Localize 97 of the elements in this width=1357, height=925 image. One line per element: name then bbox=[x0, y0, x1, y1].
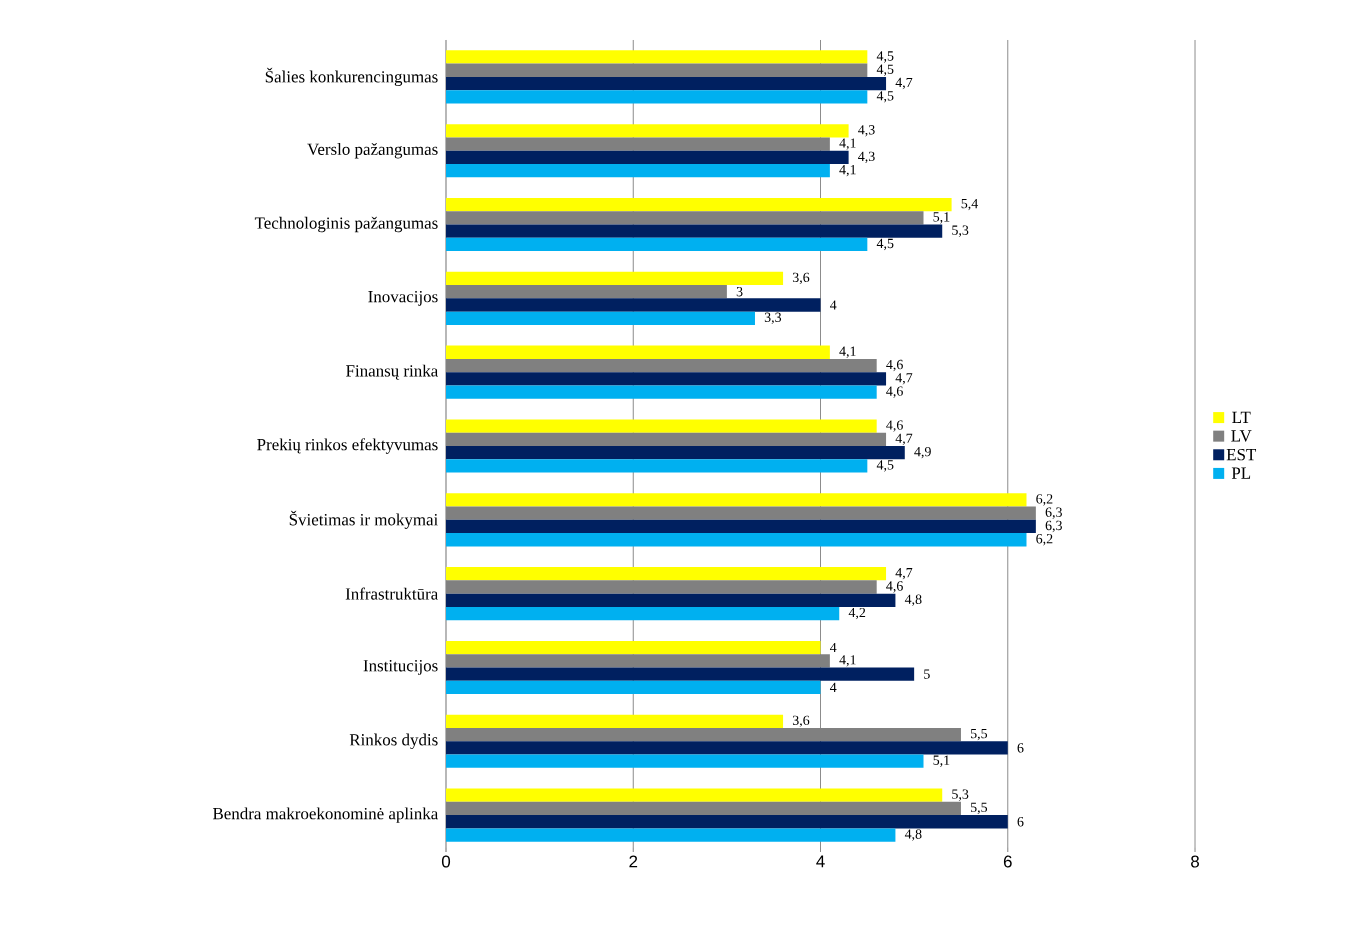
data-label: 3,3 bbox=[764, 312, 782, 324]
y-tick-label: Technologinis pažangumas bbox=[254, 216, 438, 233]
data-label: 4,6 bbox=[886, 359, 903, 372]
bar bbox=[446, 828, 896, 842]
bar bbox=[446, 459, 868, 473]
data-label: 5,4 bbox=[961, 198, 979, 211]
data-label: 4,3 bbox=[858, 125, 875, 137]
bar bbox=[446, 164, 830, 178]
data-label: 4,5 bbox=[876, 460, 894, 472]
bar bbox=[446, 640, 821, 655]
data-label: 5,1 bbox=[933, 755, 950, 767]
data-label: 3,6 bbox=[792, 715, 810, 728]
bar bbox=[446, 446, 905, 460]
data-label: 4,5 bbox=[876, 238, 894, 251]
x-tick-label: 4 bbox=[816, 855, 825, 868]
bar bbox=[446, 372, 887, 386]
bar bbox=[446, 311, 755, 325]
data-label: 4,7 bbox=[895, 373, 913, 385]
bar bbox=[446, 124, 849, 138]
bar bbox=[446, 76, 887, 91]
bar bbox=[446, 224, 943, 238]
data-label: 4,1 bbox=[839, 655, 856, 667]
data-label: 4,2 bbox=[848, 607, 866, 620]
data-label: 4,1 bbox=[839, 138, 856, 150]
bar bbox=[446, 788, 943, 802]
bar bbox=[446, 754, 924, 768]
x-tick-label: 0 bbox=[441, 855, 451, 868]
data-label: 4 bbox=[829, 682, 837, 692]
bar bbox=[446, 237, 868, 252]
y-tick-label: Šalies konkurencingumas bbox=[265, 67, 438, 86]
bar bbox=[446, 714, 784, 728]
y-tick-label: Inovacijos bbox=[368, 290, 438, 306]
y-tick-label: Rinkos dydis bbox=[349, 733, 438, 749]
data-label: 4,6 bbox=[886, 420, 903, 432]
bar bbox=[446, 667, 915, 681]
data-label: 4,7 bbox=[895, 433, 913, 446]
legend-label: LV bbox=[1231, 430, 1252, 442]
data-label: 3,6 bbox=[792, 272, 810, 285]
data-label: 4,5 bbox=[876, 91, 894, 103]
bar bbox=[446, 606, 840, 621]
bar bbox=[446, 519, 1036, 534]
y-tick-label: Bendra makroekonominė aplinka bbox=[212, 807, 439, 823]
data-label: 6,3 bbox=[1045, 520, 1062, 533]
data-label: 4,5 bbox=[876, 64, 894, 76]
data-label: 4,1 bbox=[839, 164, 856, 177]
y-tick-label: Institucijos bbox=[363, 660, 438, 675]
bar bbox=[446, 90, 868, 104]
x-tick-label: 8 bbox=[1191, 855, 1199, 868]
bar bbox=[446, 50, 868, 64]
bar bbox=[446, 741, 1008, 755]
bar bbox=[446, 419, 877, 433]
x-tick-label: 2 bbox=[629, 855, 638, 868]
data-label: 3 bbox=[736, 287, 743, 297]
data-label: 5,1 bbox=[933, 212, 950, 224]
data-label: 4 bbox=[829, 300, 837, 310]
bar bbox=[446, 567, 887, 581]
bar bbox=[446, 680, 821, 695]
data-label: 5,5 bbox=[970, 802, 988, 815]
legend-label: LT bbox=[1232, 411, 1251, 423]
bar bbox=[446, 150, 849, 165]
bar bbox=[446, 385, 877, 399]
data-label: 6,3 bbox=[1045, 507, 1062, 519]
data-label: 4,3 bbox=[858, 151, 875, 164]
bar bbox=[446, 593, 896, 607]
data-label: 4 bbox=[829, 642, 837, 653]
x-tick-label: 6 bbox=[1003, 855, 1012, 868]
data-label: 4,6 bbox=[886, 581, 903, 593]
data-label: 4,6 bbox=[886, 386, 903, 398]
legend-label: EST bbox=[1226, 448, 1257, 461]
y-tick-label: Švietimas ir mokymai bbox=[289, 510, 438, 529]
legend-label: PL bbox=[1231, 467, 1251, 479]
y-tick-label: Infrastruktūra bbox=[345, 587, 439, 600]
data-label: 4,7 bbox=[895, 77, 913, 90]
data-label: 6,2 bbox=[1036, 494, 1053, 506]
data-label: 4,8 bbox=[904, 829, 922, 841]
bar bbox=[446, 197, 952, 212]
y-tick-label: Verslo pažangumas bbox=[307, 143, 438, 159]
data-label: 4,7 bbox=[895, 568, 913, 580]
data-label: 6 bbox=[1017, 817, 1024, 827]
data-label: 6,2 bbox=[1036, 534, 1053, 546]
y-tick-label: Prekių rinkos efektyvumas bbox=[257, 438, 438, 454]
data-label: 5,3 bbox=[952, 225, 969, 237]
data-label: 5 bbox=[924, 669, 930, 679]
data-label: 5,5 bbox=[970, 728, 988, 741]
bar bbox=[446, 345, 830, 359]
data-label: 6 bbox=[1017, 743, 1024, 753]
bar bbox=[446, 493, 1027, 507]
data-label: 4,1 bbox=[839, 346, 856, 358]
bar bbox=[446, 533, 1027, 547]
data-label: 5,3 bbox=[952, 789, 969, 801]
data-label: 4,9 bbox=[914, 446, 931, 459]
data-label: 4,5 bbox=[876, 51, 894, 63]
bar bbox=[446, 271, 784, 286]
bar bbox=[446, 298, 821, 312]
y-tick-label: Finansų rinka bbox=[346, 364, 438, 380]
data-label: 4,8 bbox=[904, 594, 922, 606]
bar bbox=[446, 815, 1008, 829]
